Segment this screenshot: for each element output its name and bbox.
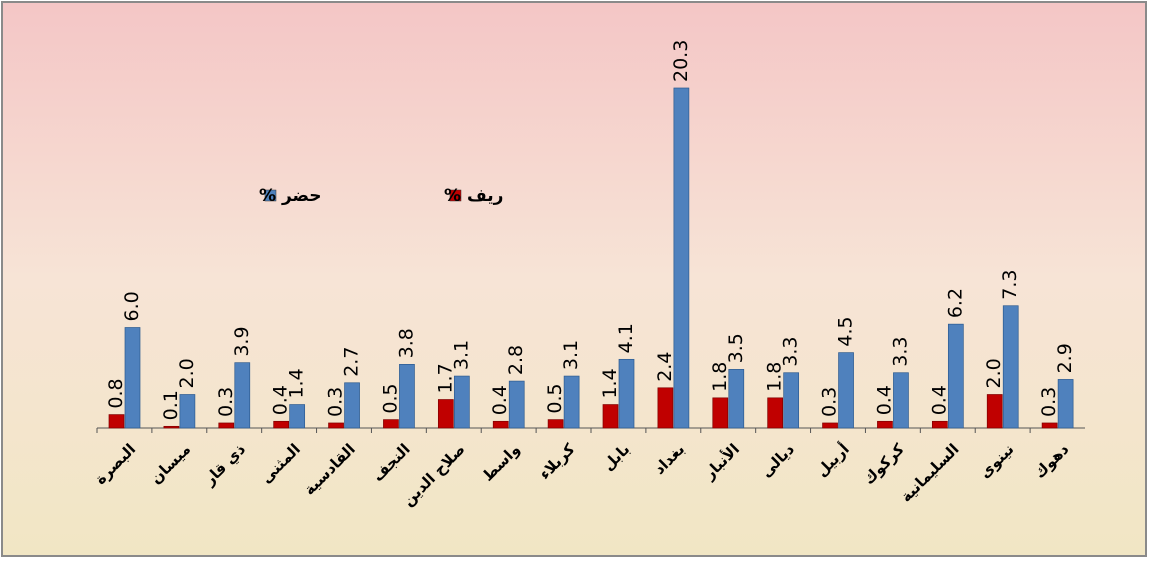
bar (328, 422, 344, 429)
legend-swatch (449, 189, 462, 202)
bar (108, 414, 125, 429)
value-label: 3.3 (889, 337, 911, 367)
value-label: 0.4 (928, 385, 950, 415)
value-label: 4.1 (615, 323, 637, 353)
bar (383, 419, 399, 429)
value-label: 0.3 (325, 387, 347, 417)
value-label: 0.4 (270, 385, 292, 415)
bar (399, 364, 415, 429)
bar (673, 87, 690, 429)
bar (492, 420, 509, 429)
legend-label: حضر % (259, 186, 322, 206)
value-label: 3.3 (780, 337, 802, 367)
bar (1002, 305, 1019, 429)
bar (437, 399, 454, 429)
bar (218, 422, 235, 429)
value-label: 0.4 (489, 385, 511, 415)
value-label: 2.0 (983, 358, 1005, 388)
value-label: 2.8 (505, 345, 527, 375)
bar (602, 404, 619, 429)
value-label: 0.4 (873, 385, 895, 415)
bar (289, 404, 306, 429)
bar (344, 382, 360, 429)
value-label: 1.8 (709, 362, 731, 392)
bar (179, 394, 196, 429)
value-label: 3.5 (725, 333, 747, 363)
legend-swatch (264, 189, 277, 202)
value-label: 3.1 (450, 340, 472, 370)
bar (1057, 379, 1074, 429)
bar (163, 425, 180, 429)
value-label: 6.0 (121, 291, 143, 321)
value-label: 2.9 (1054, 343, 1076, 373)
value-label: 2.0 (176, 358, 198, 388)
bar (931, 420, 948, 429)
value-label: 1.4 (599, 368, 621, 398)
value-label: 0.3 (1038, 387, 1060, 417)
bar (273, 420, 290, 429)
value-label: 0.5 (379, 383, 401, 413)
value-label: 3.8 (395, 328, 417, 358)
bar (783, 372, 800, 429)
value-label: 0.1 (160, 390, 182, 420)
value-label: 0.3 (215, 387, 237, 417)
bar (618, 358, 635, 429)
bar (234, 362, 251, 429)
value-label: 4.5 (835, 316, 857, 346)
bar (947, 323, 964, 429)
value-label: 1.7 (434, 363, 456, 393)
bar (712, 397, 729, 429)
bar (767, 397, 784, 429)
bar (453, 375, 470, 429)
legend: ريف % حضر % (259, 186, 503, 206)
value-label: 3.9 (231, 326, 253, 356)
value-label: 7.3 (999, 270, 1021, 300)
value-label: 6.2 (944, 288, 966, 318)
value-label: 0.3 (819, 387, 841, 417)
bar (728, 369, 745, 429)
bar (877, 420, 893, 429)
value-label: 3.1 (560, 340, 582, 370)
bar (986, 394, 1003, 429)
bar (822, 422, 838, 429)
bar (508, 380, 525, 429)
value-label: 2.4 (654, 352, 676, 382)
value-label: 1.8 (764, 362, 786, 392)
bar (893, 372, 909, 429)
bar (124, 327, 141, 429)
bar (563, 375, 580, 429)
value-label: 0.8 (105, 378, 127, 408)
value-label: 2.7 (341, 347, 363, 377)
value-label: 1.4 (286, 368, 308, 398)
bar (838, 352, 854, 429)
bar (1041, 422, 1058, 429)
value-label: 0.5 (544, 383, 566, 413)
legend-label: ريف % (444, 186, 503, 206)
bar (547, 419, 564, 429)
bar (657, 387, 674, 429)
value-label: 20.3 (670, 40, 692, 82)
